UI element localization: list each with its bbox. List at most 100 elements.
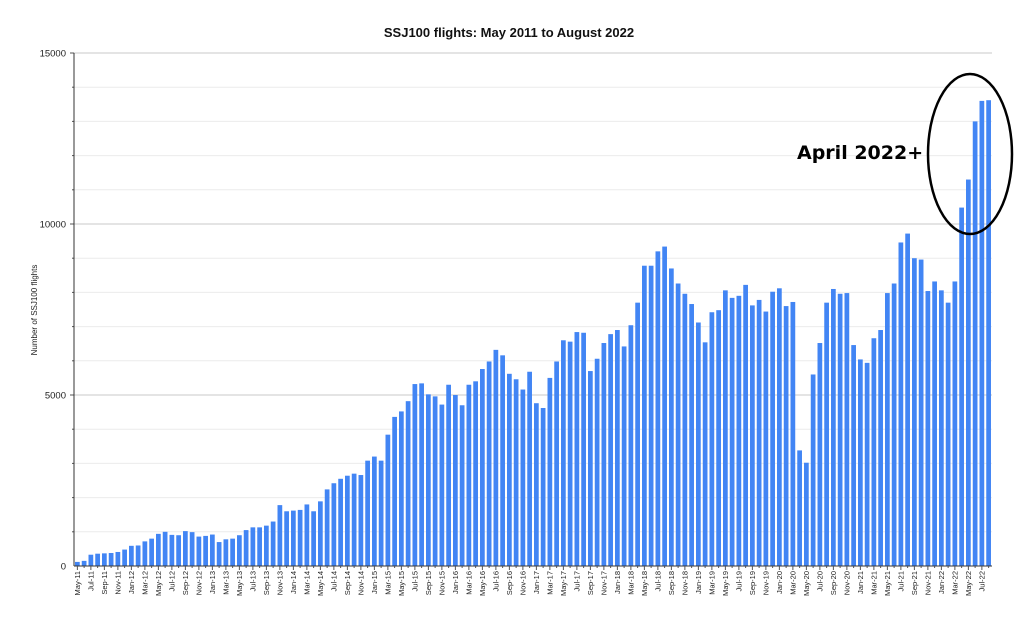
bar-Jul-15 xyxy=(412,384,418,566)
bar-Feb-21 xyxy=(864,362,870,566)
bar-Mar-17 xyxy=(547,377,553,566)
x-tick-label: Mar-19 xyxy=(707,571,716,595)
x-tick-label: Mar-15 xyxy=(383,571,392,595)
bar-Jul-22 xyxy=(979,100,985,566)
bar-Mar-19 xyxy=(709,312,715,566)
bar-Jan-15 xyxy=(372,456,377,566)
bar-Oct-18 xyxy=(675,283,681,566)
x-tick-label: May-15 xyxy=(397,571,406,596)
x-tick-label: Jul-22 xyxy=(977,571,986,591)
bar-Jan-21 xyxy=(858,359,863,566)
bar-Oct-15 xyxy=(432,396,438,566)
bar-Jan-16 xyxy=(453,395,458,566)
bar-Dec-16 xyxy=(527,371,532,566)
bar-Aug-17 xyxy=(581,332,586,566)
bar-Mar-15 xyxy=(385,434,391,566)
x-tick-label: Mar-17 xyxy=(545,571,554,595)
bar-Oct-13 xyxy=(270,521,276,566)
bar-Aug-14 xyxy=(338,478,343,566)
bar-Jul-19 xyxy=(736,295,742,566)
x-tick-label: May-21 xyxy=(883,571,892,596)
bar-Aug-20 xyxy=(824,302,829,566)
bar-Nov-17 xyxy=(601,343,607,566)
x-tick-label: Jan-18 xyxy=(613,571,622,594)
x-tick-label: Jul-13 xyxy=(248,571,257,591)
x-tick-label: May-11 xyxy=(73,571,82,595)
x-tick-label: Nov-19 xyxy=(761,571,770,595)
y-axis-ticks: 0 5000 10000 15000 xyxy=(40,49,66,573)
bar-Jun-16 xyxy=(486,361,492,566)
x-tick-label: Mar-18 xyxy=(626,571,635,595)
bar-Feb-19 xyxy=(702,342,708,566)
bar-Jun-17 xyxy=(567,341,573,566)
x-tick-label: Jan-21 xyxy=(856,571,865,594)
bar-Nov-20 xyxy=(844,293,850,566)
bar-Jan-12 xyxy=(129,545,134,566)
bar-Sep-17 xyxy=(588,371,593,566)
y-tick-label: 15000 xyxy=(40,49,66,60)
x-tick-label: May-18 xyxy=(640,571,649,596)
bar-Jul-20 xyxy=(817,343,823,566)
bar-Dec-12 xyxy=(203,535,208,566)
x-tick-label: Jul-11 xyxy=(86,571,95,591)
x-tick-label: Nov-17 xyxy=(599,571,608,595)
bar-Aug-21 xyxy=(905,233,910,566)
bar-Jul-18 xyxy=(655,251,661,567)
bar-Apr-18 xyxy=(635,302,640,566)
x-tick-label: Jan-20 xyxy=(775,571,784,594)
bar-Mar-14 xyxy=(304,504,310,566)
bar-Mar-22 xyxy=(952,281,958,566)
x-tick-label: Jul-18 xyxy=(653,571,662,591)
x-tick-label: Mar-21 xyxy=(869,571,878,595)
bar-Nov-16 xyxy=(520,389,526,566)
x-tick-label: Jan-13 xyxy=(208,571,217,594)
bar-Feb-22 xyxy=(945,302,951,566)
x-tick-label: Mar-16 xyxy=(464,571,473,595)
bar-Apr-20 xyxy=(797,450,802,566)
bar-Dec-19 xyxy=(770,291,775,566)
bar-Dec-18 xyxy=(689,304,694,566)
bar-Oct-20 xyxy=(837,293,843,566)
annotation-ellipse xyxy=(926,72,1014,236)
bar-May-20 xyxy=(804,462,809,566)
bar-Dec-17 xyxy=(608,334,613,566)
bar-Oct-21 xyxy=(918,259,924,566)
bar-Feb-18 xyxy=(621,346,627,566)
bar-Aug-22 xyxy=(986,100,991,566)
bar-May-22 xyxy=(966,179,971,567)
bar-Oct-19 xyxy=(756,299,762,566)
bar-Sep-20 xyxy=(831,288,836,566)
bar-Mar-21 xyxy=(871,338,877,566)
x-tick-label: Jul-20 xyxy=(815,571,824,591)
bar-Jul-14 xyxy=(331,483,337,566)
bar-Aug-16 xyxy=(500,355,505,566)
bar-Jun-15 xyxy=(405,401,411,566)
bar-Jul-16 xyxy=(493,349,499,566)
x-tick-label: Sep-20 xyxy=(829,571,838,595)
bar-Apr-15 xyxy=(392,416,397,566)
bar-Jun-14 xyxy=(324,489,330,566)
x-tick-label: Jul-16 xyxy=(491,571,500,591)
bar-Nov-13 xyxy=(277,505,283,566)
bar-Nov-14 xyxy=(358,475,364,566)
bar-Jan-22 xyxy=(939,290,944,566)
x-tick-label: Mar-14 xyxy=(302,571,311,595)
bar-Jul-11 xyxy=(88,554,94,566)
x-tick-label: Jul-19 xyxy=(734,571,743,591)
x-tick-label: Mar-12 xyxy=(140,571,149,595)
bar-Mar-13 xyxy=(223,539,229,566)
bar-Feb-14 xyxy=(297,509,303,566)
x-tick-label: Mar-22 xyxy=(950,571,959,595)
x-tick-label: Jan-19 xyxy=(694,571,703,594)
x-tick-label: Jan-22 xyxy=(937,571,946,594)
bar-Nov-19 xyxy=(763,311,769,566)
x-tick-label: Nov-13 xyxy=(275,571,284,595)
bar-Dec-11 xyxy=(122,549,127,566)
bar-Apr-19 xyxy=(716,310,721,566)
bar-Aug-13 xyxy=(257,527,262,566)
bar-Jun-11 xyxy=(81,560,87,566)
bar-Mar-18 xyxy=(628,325,634,566)
bar-Jul-13 xyxy=(250,527,256,566)
x-tick-label: May-12 xyxy=(154,571,163,596)
bar-Sep-21 xyxy=(912,258,917,566)
